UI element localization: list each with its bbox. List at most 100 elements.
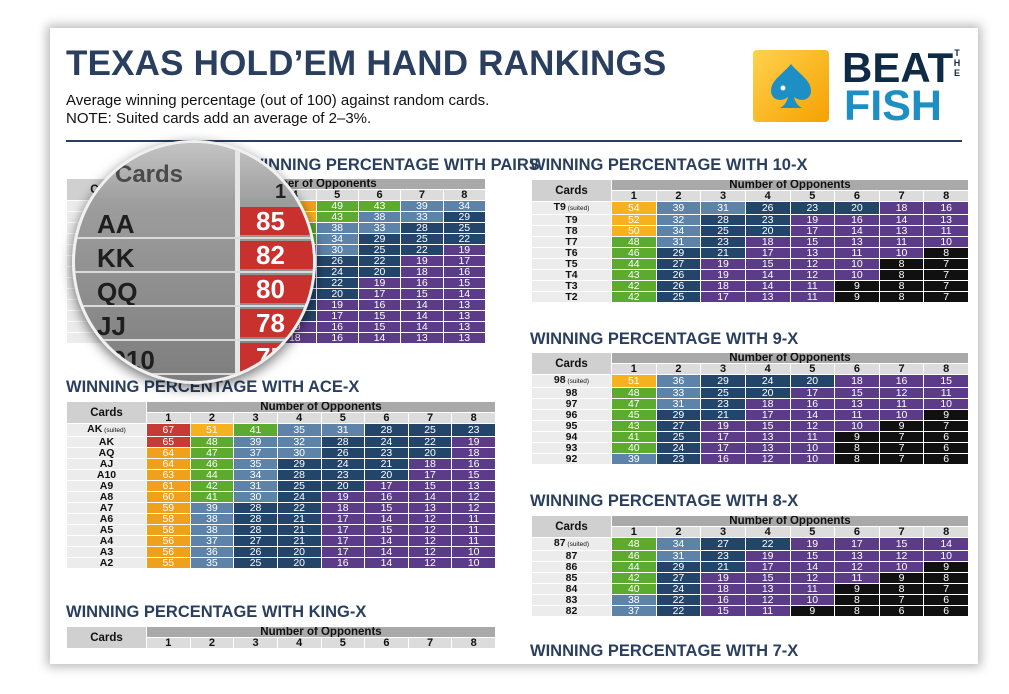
win-percentage-cell: 37 [189, 535, 235, 547]
table-row: T7 48 31 23 18 15 13 11 10 [531, 236, 969, 248]
win-percentage-cell: 51 [611, 374, 657, 388]
win-percentage-cell: 19 [744, 550, 791, 562]
win-percentage-cell: 26 [320, 447, 366, 459]
win-percentage-cell: 14 [789, 561, 836, 573]
win-percentage-cell: 44 [611, 561, 657, 573]
win-percentage-cell: 14 [789, 409, 836, 421]
win-percentage-cell: 25 [442, 222, 487, 234]
win-percentage-cell: 10 [878, 409, 925, 421]
win-percentage-cell: 56 [146, 546, 191, 558]
win-percentage-cell: 16 [315, 332, 359, 344]
table-row: 95 43 27 19 15 12 10 9 7 [531, 420, 969, 432]
win-percentage-cell: 17 [700, 442, 746, 454]
win-percentage-cell: 8 [834, 453, 880, 465]
magnifier-win-value: 75 [240, 343, 313, 371]
cards-header: Cards [531, 352, 612, 375]
hand-label: A3 [66, 546, 147, 558]
hand-label: T4 [531, 269, 612, 281]
win-percentage-cell: 39 [233, 436, 278, 448]
win-percentage-cell: 25 [655, 431, 702, 443]
win-percentage-cell: 19 [700, 420, 746, 432]
table-row: 83 38 22 16 12 10 8 7 6 [531, 594, 969, 606]
win-percentage-cell: 17 [364, 480, 409, 492]
opponent-count-header: 6 [364, 637, 409, 649]
table-row: A10 63 44 34 28 23 20 17 15 [66, 469, 496, 481]
suited-marker: (suited) [102, 427, 126, 434]
magnifier-hand-label: JJ [97, 311, 126, 341]
win-percentage-cell: 28 [320, 436, 366, 448]
win-percentage-cell: 10 [878, 561, 925, 573]
win-percentage-cell: 7 [923, 291, 969, 303]
opponent-count-header: 8 [442, 189, 487, 201]
win-percentage-cell: 9 [923, 561, 969, 573]
win-percentage-cell: 22 [442, 233, 487, 245]
magnifier-row-divider [75, 373, 313, 375]
win-percentage-cell: 12 [789, 572, 836, 584]
win-percentage-cell: 13 [442, 321, 487, 333]
win-percentage-cell: 33 [357, 222, 402, 234]
spade-fish-icon[interactable] [753, 50, 829, 122]
win-percentage-cell: 15 [451, 469, 496, 481]
win-percentage-cell: 21 [276, 524, 322, 536]
table-row: 93 40 24 17 13 10 8 7 6 [531, 442, 969, 454]
win-percentage-cell: 22 [655, 594, 702, 606]
win-percentage-cell: 36 [655, 374, 702, 388]
win-percentage-cell: 10 [923, 550, 969, 562]
win-percentage-cell: 17 [320, 535, 366, 547]
hand-label: AQ [66, 447, 147, 459]
opponent-count-header: 3 [700, 190, 746, 202]
win-percentage-cell: 46 [189, 458, 235, 470]
table-row: A2 55 35 25 20 16 14 12 10 [66, 557, 496, 569]
win-percentage-cell: 12 [789, 269, 836, 281]
hand-label: 98 (suited) [531, 374, 612, 388]
win-percentage-cell: 35 [276, 423, 322, 437]
win-percentage-cell: 28 [233, 502, 278, 514]
opponents-header: Number of Opponents [611, 179, 969, 191]
win-percentage-cell: 11 [451, 524, 496, 536]
opponent-count-header: 8 [923, 526, 969, 538]
magnifier-divider [235, 143, 240, 381]
hand-label: A10 [66, 469, 147, 481]
hand-label: T2 [531, 291, 612, 303]
win-percentage-cell: 60 [146, 491, 191, 503]
win-percentage-cell: 23 [451, 423, 496, 437]
win-percentage-cell: 26 [233, 546, 278, 558]
win-percentage-cell: 51 [189, 423, 235, 437]
win-percentage-cell: 27 [655, 258, 702, 270]
win-percentage-cell: 10 [789, 594, 836, 606]
table-row: A8 60 41 30 24 19 16 14 12 [66, 491, 496, 503]
ace-table: Cards Number of Opponents 1 2 3 4 5 6 7 8 AK (suit… [66, 401, 496, 569]
win-percentage-cell: 7 [923, 269, 969, 281]
win-percentage-cell: 18 [744, 236, 791, 248]
win-percentage-cell: 24 [744, 374, 791, 388]
opponent-count-header: 6 [364, 412, 409, 424]
win-percentage-cell: 27 [655, 420, 702, 432]
seven-section-title: WINNING PERCENTAGE WITH 7-X [530, 642, 799, 660]
win-percentage-cell: 18 [700, 583, 746, 595]
win-percentage-cell: 11 [789, 431, 836, 443]
win-percentage-cell: 18 [878, 201, 925, 215]
win-percentage-cell: 15 [744, 258, 791, 270]
win-percentage-cell: 12 [407, 557, 453, 569]
win-percentage-cell: 23 [744, 214, 791, 226]
win-percentage-cell: 17 [700, 291, 746, 303]
hand-label: A6 [66, 513, 147, 525]
magnifier-win-value: 78 [240, 309, 313, 337]
opponent-count-header: 1 [611, 190, 657, 202]
win-percentage-cell: 19 [700, 258, 746, 270]
win-percentage-cell: 10 [878, 247, 925, 259]
magnifier-hand-label: QQ [97, 277, 138, 307]
win-percentage-cell: 58 [146, 513, 191, 525]
win-percentage-cell: 39 [400, 200, 444, 212]
win-percentage-cell: 38 [189, 524, 235, 536]
win-percentage-cell: 14 [364, 535, 409, 547]
win-percentage-cell: 9 [834, 280, 880, 292]
opponent-count-header: 4 [744, 526, 791, 538]
win-percentage-cell: 26 [744, 201, 791, 215]
win-percentage-cell: 48 [611, 236, 657, 248]
win-percentage-cell: 16 [789, 398, 836, 410]
suited-marker: (suited) [565, 378, 590, 385]
magnifier-win-value: 85 [240, 207, 313, 235]
win-percentage-cell: 12 [834, 561, 880, 573]
